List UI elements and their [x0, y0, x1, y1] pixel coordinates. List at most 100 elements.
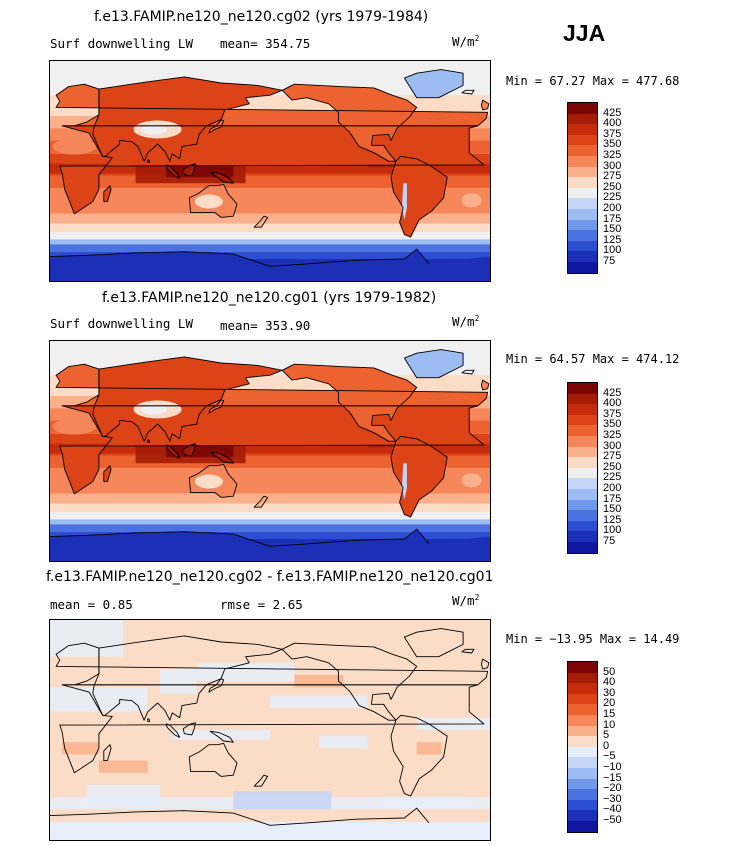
- colorbar-swatch: [568, 478, 597, 489]
- colorbar-swatch: [568, 198, 597, 209]
- colorbar-swatch: [568, 103, 597, 114]
- colorbar-swatch: [568, 177, 597, 188]
- colorbar-swatch: [568, 736, 597, 747]
- panel1-variable-label: Surf downwelling LW: [50, 36, 193, 51]
- colorbar-tick-label: 75: [603, 535, 616, 547]
- season-label: JJA: [563, 20, 606, 46]
- colorbar-swatch: [568, 672, 597, 684]
- colorbar-swatch: [568, 725, 597, 737]
- panel1-units: W/m2: [452, 34, 480, 50]
- colorbar-swatch: [568, 457, 597, 468]
- colorbar-swatch: [568, 767, 597, 779]
- colorbar-swatch: [568, 113, 597, 125]
- panel3-rmse-label: rmse = 2.65: [220, 597, 303, 612]
- colorbar-tick-label: 125: [603, 233, 622, 246]
- colorbar-swatch: [568, 683, 597, 694]
- colorbar-tick-label: 225: [603, 471, 622, 484]
- colorbar-swatch: [568, 810, 597, 821]
- colorbar-swatch: [568, 240, 597, 252]
- colorbar-tick-label: 250: [603, 460, 622, 473]
- colorbar-tick-label: 400: [603, 117, 622, 130]
- panel1-title: f.e13.FAMIP.ne120_ne120.cg02 (yrs 1979-1…: [94, 9, 429, 25]
- colorbar-swatch: [568, 124, 597, 135]
- panel2-units: W/m2: [452, 314, 480, 330]
- colorbar-tick-label: 20: [603, 697, 616, 710]
- colorbar-tick-label: 30: [603, 686, 616, 699]
- colorbar-swatch: [568, 820, 597, 832]
- colorbar-tick-label: 325: [603, 149, 622, 161]
- panel2-colorbar: [567, 382, 598, 554]
- panel3-mean-label: mean = 0.85: [50, 597, 133, 612]
- colorbar-tick-label: −10: [603, 761, 622, 773]
- colorbar-tick-label: −40: [603, 803, 622, 816]
- panel2-map: [49, 340, 491, 562]
- colorbar-swatch: [568, 488, 597, 500]
- colorbar-tick-label: −30: [603, 792, 622, 805]
- colorbar-tick-label: 300: [603, 159, 622, 172]
- panel2-variable-label: Surf downwelling LW: [50, 316, 193, 331]
- colorbar-tick-label: 100: [603, 244, 622, 257]
- colorbar-tick-label: 425: [603, 106, 622, 119]
- colorbar-tick-label: 0: [603, 739, 610, 752]
- colorbar-tick-label: 350: [603, 418, 622, 431]
- colorbar-swatch: [568, 662, 597, 673]
- colorbar-swatch: [568, 799, 597, 811]
- panel1-map: [49, 60, 491, 282]
- colorbar-swatch: [568, 134, 597, 146]
- colorbar-swatch: [568, 219, 597, 231]
- colorbar-swatch: [568, 393, 597, 405]
- colorbar-tick-label: 100: [603, 524, 622, 537]
- colorbar-swatch: [568, 499, 597, 511]
- colorbar-tick-label: 125: [603, 513, 622, 526]
- colorbar-tick-label: 10: [603, 718, 616, 731]
- colorbar-tick-label: −5: [603, 750, 616, 763]
- colorbar-tick-label: 275: [603, 170, 622, 183]
- colorbar-tick-label: 325: [603, 429, 622, 441]
- colorbar-tick-label: 225: [603, 191, 622, 204]
- panel3-minmax: Min = −13.95 Max = 14.49: [506, 632, 680, 646]
- colorbar-tick-label: 425: [603, 386, 622, 399]
- colorbar-swatch: [568, 435, 597, 447]
- colorbar-swatch: [568, 166, 597, 178]
- colorbar-tick-label: 5: [603, 729, 610, 742]
- panel2-minmax: Min = 64.57 Max = 474.12: [506, 352, 680, 366]
- colorbar-tick-label: 400: [603, 397, 622, 410]
- colorbar-swatch: [568, 414, 597, 426]
- colorbar-tick-label: 75: [603, 255, 616, 267]
- colorbar-tick-label: 300: [603, 439, 622, 452]
- colorbar-swatch: [568, 714, 597, 726]
- colorbar-tick-label: 175: [603, 492, 622, 505]
- colorbar-swatch: [568, 404, 597, 415]
- panel3-diff-map: [49, 619, 491, 841]
- colorbar-swatch: [568, 383, 597, 394]
- colorbar-swatch: [568, 757, 597, 768]
- colorbar-swatch: [568, 778, 597, 790]
- colorbar-tick-label: 350: [603, 138, 622, 151]
- colorbar-swatch: [568, 520, 597, 532]
- panel2-mean-label: mean= 353.90: [220, 318, 311, 333]
- colorbar-swatch: [568, 251, 597, 262]
- colorbar-tick-label: 200: [603, 482, 622, 494]
- colorbar-swatch: [568, 541, 597, 553]
- colorbar-tick-label: 15: [603, 708, 616, 720]
- panel1-colorbar: [567, 102, 598, 274]
- colorbar-swatch: [568, 531, 597, 542]
- colorbar-swatch: [568, 789, 597, 800]
- panel3-title: f.e13.FAMIP.ne120_ne120.cg02 - f.e13.FAM…: [46, 569, 494, 585]
- colorbar-tick-label: 50: [603, 665, 616, 678]
- colorbar-tick-label: −15: [603, 771, 622, 784]
- panel3-units: W/m2: [452, 593, 480, 609]
- colorbar-swatch: [568, 467, 597, 479]
- colorbar-swatch: [568, 704, 597, 715]
- colorbar-tick-label: 175: [603, 212, 622, 225]
- colorbar-tick-label: 150: [603, 503, 622, 516]
- colorbar-swatch: [568, 446, 597, 458]
- colorbar-swatch: [568, 208, 597, 220]
- colorbar-swatch: [568, 155, 597, 167]
- panel3-colorbar: [567, 661, 598, 833]
- colorbar-swatch: [568, 145, 597, 156]
- colorbar-tick-label: 200: [603, 202, 622, 214]
- colorbar-tick-label: 250: [603, 180, 622, 193]
- panel1-mean-label: mean= 354.75: [220, 36, 311, 51]
- colorbar-tick-label: −20: [603, 782, 622, 795]
